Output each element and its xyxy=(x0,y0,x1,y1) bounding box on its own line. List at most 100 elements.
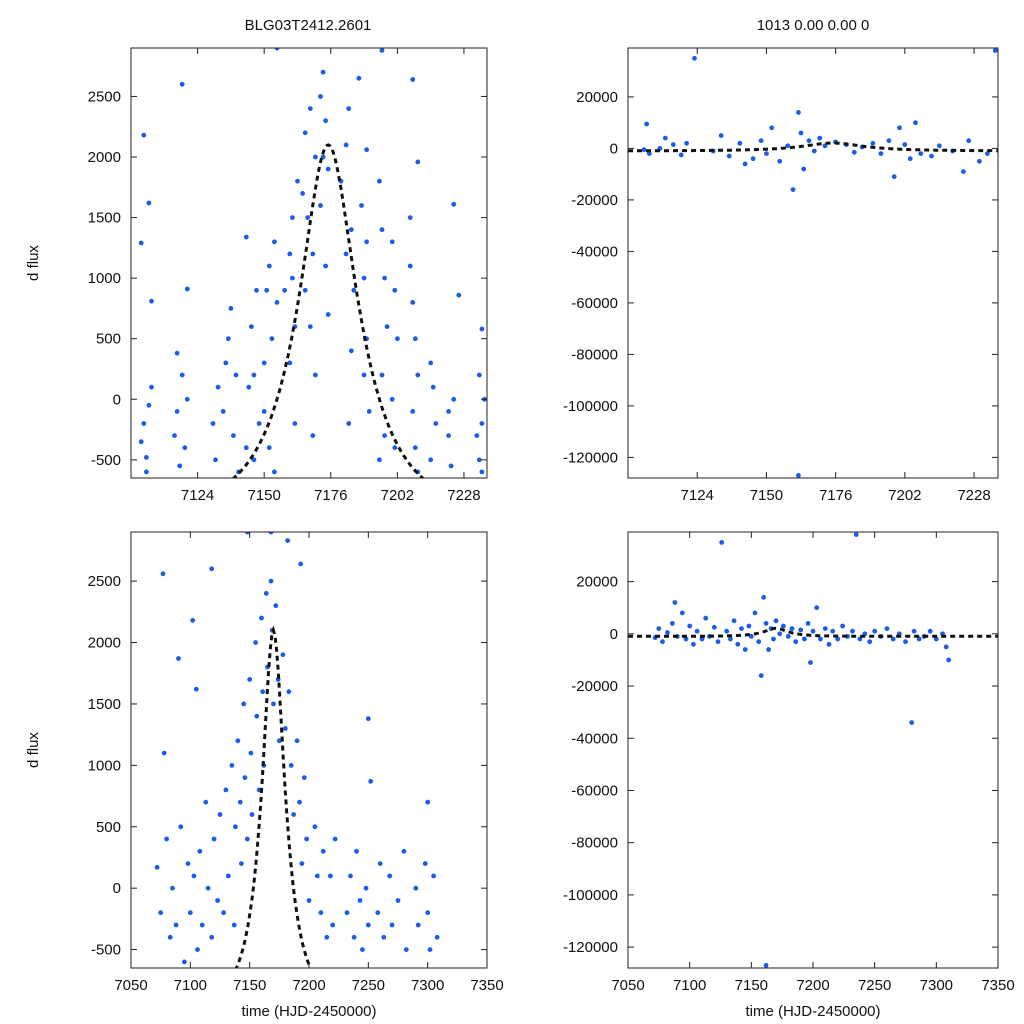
data-point xyxy=(357,898,363,903)
data-point xyxy=(197,848,203,854)
data-point xyxy=(144,455,149,460)
data-point xyxy=(323,263,328,269)
x-axis-label: time (HJD-2450000) xyxy=(241,1003,376,1020)
data-point xyxy=(891,174,897,180)
data-point xyxy=(392,445,398,451)
data-point xyxy=(211,836,217,842)
data-point xyxy=(241,701,247,707)
y-tick-label: 0 xyxy=(610,140,618,157)
data-point xyxy=(205,885,211,891)
data-point xyxy=(253,640,258,645)
data-point xyxy=(268,578,274,584)
data-point xyxy=(798,627,804,633)
y-tick-label: -40000 xyxy=(571,243,618,260)
data-point xyxy=(479,326,485,332)
data-point xyxy=(382,433,387,438)
data-point xyxy=(911,628,917,634)
data-point xyxy=(746,623,752,629)
data-point xyxy=(301,775,307,780)
data-point xyxy=(670,621,675,626)
data-point xyxy=(814,605,820,611)
data-point xyxy=(412,445,418,451)
y-tick-label: -80000 xyxy=(571,835,618,852)
x-tick-label: 7124 xyxy=(681,487,714,504)
data-point xyxy=(217,812,223,817)
x-tick-label: 7124 xyxy=(181,487,214,504)
data-point xyxy=(684,140,689,146)
data-point xyxy=(274,300,280,305)
data-point xyxy=(811,148,817,154)
data-point xyxy=(785,143,791,149)
data-point xyxy=(427,947,433,952)
data-point xyxy=(199,922,205,928)
data-point xyxy=(231,433,236,438)
data-point xyxy=(902,142,908,148)
data-point xyxy=(796,110,801,115)
data-point xyxy=(377,457,382,463)
data-point xyxy=(249,812,255,817)
data-point xyxy=(348,873,353,879)
data-point xyxy=(138,240,144,246)
y-tick-label: 0 xyxy=(113,880,121,897)
y-tick-label: 1500 xyxy=(88,696,121,713)
title-right: 1013 0.00 0.00 0 xyxy=(757,17,870,34)
data-point xyxy=(946,657,952,663)
data-point xyxy=(822,626,828,631)
data-point xyxy=(243,445,249,451)
data-point xyxy=(323,118,328,124)
data-point xyxy=(840,623,845,629)
data-point xyxy=(878,151,884,157)
data-point xyxy=(961,169,966,175)
data-point xyxy=(294,738,300,744)
data-point xyxy=(739,626,744,631)
data-point xyxy=(361,275,367,281)
data-point xyxy=(158,910,164,916)
data-point xyxy=(379,372,385,378)
data-point xyxy=(190,618,196,623)
data-point xyxy=(346,106,352,111)
y-tick-label: 1000 xyxy=(88,757,121,774)
data-point xyxy=(256,421,262,426)
data-point xyxy=(360,947,365,952)
y-tick-label: -20000 xyxy=(571,678,618,695)
plot-frame xyxy=(627,47,999,479)
data-point xyxy=(407,215,413,221)
data-point xyxy=(699,636,705,642)
data-point xyxy=(678,152,684,158)
data-point xyxy=(299,861,305,866)
data-point xyxy=(644,121,649,127)
data-point xyxy=(413,885,419,891)
data-point xyxy=(287,251,293,257)
data-point xyxy=(377,178,382,184)
data-point xyxy=(395,898,401,903)
data-point xyxy=(182,959,187,965)
y-tick-label: -500 xyxy=(91,942,121,959)
data-point xyxy=(451,396,457,402)
data-point xyxy=(210,421,216,426)
data-point xyxy=(229,763,235,768)
x-tick-label: 7150 xyxy=(750,487,783,504)
data-point xyxy=(344,910,350,916)
data-point xyxy=(269,336,275,342)
x-tick-label: 7300 xyxy=(411,977,444,994)
data-point xyxy=(641,147,647,153)
data-point xyxy=(428,360,434,366)
x-tick-label: 7050 xyxy=(611,977,644,994)
data-point xyxy=(237,799,243,805)
data-point xyxy=(354,848,359,854)
y-tick-label: -60000 xyxy=(571,295,618,312)
data-point xyxy=(295,178,300,184)
data-point xyxy=(750,156,756,162)
x-tick-label: 7228 xyxy=(957,487,990,504)
data-point xyxy=(363,885,369,891)
data-point xyxy=(146,200,152,206)
y-tick-label: 500 xyxy=(96,819,121,836)
data-point xyxy=(382,275,387,281)
data-point xyxy=(456,292,462,298)
model-curve xyxy=(628,626,998,638)
data-point xyxy=(313,154,318,160)
data-point xyxy=(711,624,717,630)
data-point xyxy=(719,540,725,545)
data-point xyxy=(346,421,352,426)
